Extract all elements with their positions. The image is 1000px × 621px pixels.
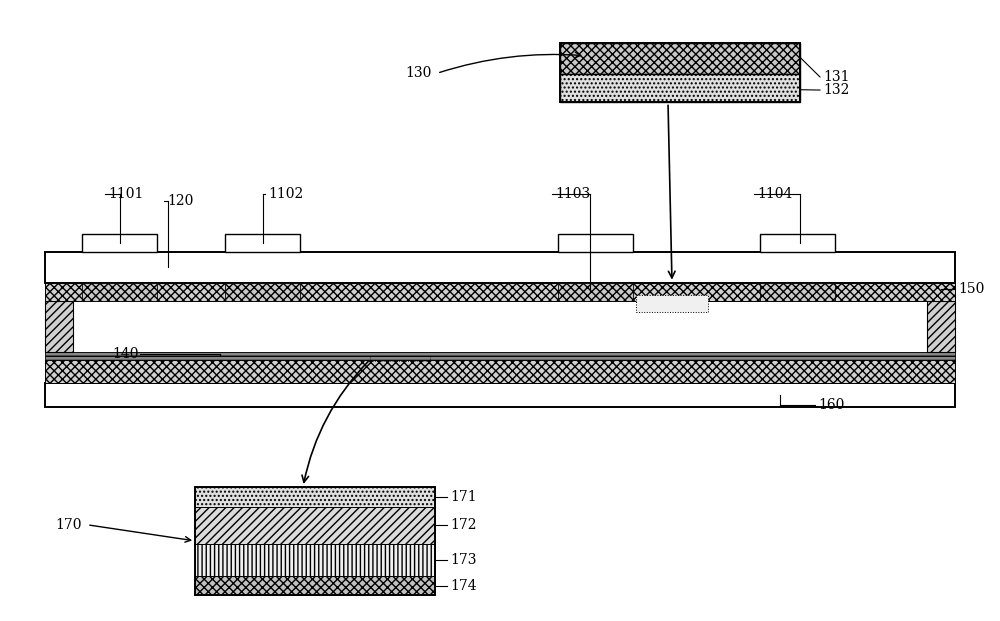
Bar bbox=[45, 383, 955, 407]
Bar bbox=[760, 234, 835, 252]
Text: 160: 160 bbox=[818, 398, 844, 412]
Text: 174: 174 bbox=[450, 579, 477, 592]
Bar bbox=[560, 43, 800, 102]
Bar bbox=[927, 301, 955, 352]
Text: 172: 172 bbox=[450, 519, 477, 532]
Bar bbox=[636, 295, 708, 312]
Bar bbox=[760, 283, 835, 301]
Bar bbox=[558, 283, 633, 301]
Bar bbox=[195, 576, 435, 595]
Text: 173: 173 bbox=[450, 553, 477, 567]
Text: 131: 131 bbox=[823, 70, 850, 84]
Bar bbox=[82, 283, 157, 301]
Bar bbox=[370, 356, 430, 361]
Bar bbox=[195, 507, 435, 544]
Bar bbox=[45, 283, 955, 301]
Text: 1101: 1101 bbox=[108, 188, 143, 201]
Bar bbox=[560, 74, 800, 102]
Bar bbox=[82, 234, 157, 252]
Bar bbox=[560, 43, 800, 74]
Text: 170: 170 bbox=[56, 518, 82, 532]
Text: 130: 130 bbox=[406, 66, 432, 80]
Bar bbox=[195, 487, 435, 507]
Bar bbox=[45, 352, 955, 360]
Text: 1102: 1102 bbox=[268, 188, 303, 201]
Bar bbox=[195, 544, 435, 576]
Text: 150: 150 bbox=[958, 282, 984, 296]
Bar bbox=[45, 301, 73, 352]
Text: 140: 140 bbox=[112, 347, 138, 361]
Bar bbox=[225, 234, 300, 252]
Text: 171: 171 bbox=[450, 490, 477, 504]
Bar bbox=[45, 252, 955, 283]
Bar bbox=[225, 283, 300, 301]
Bar bbox=[45, 360, 955, 383]
Bar bbox=[195, 487, 435, 595]
Text: 1104: 1104 bbox=[757, 188, 792, 201]
Text: 1103: 1103 bbox=[555, 188, 590, 201]
Text: 120: 120 bbox=[167, 194, 193, 208]
Bar bbox=[558, 234, 633, 252]
Text: 132: 132 bbox=[823, 83, 849, 97]
